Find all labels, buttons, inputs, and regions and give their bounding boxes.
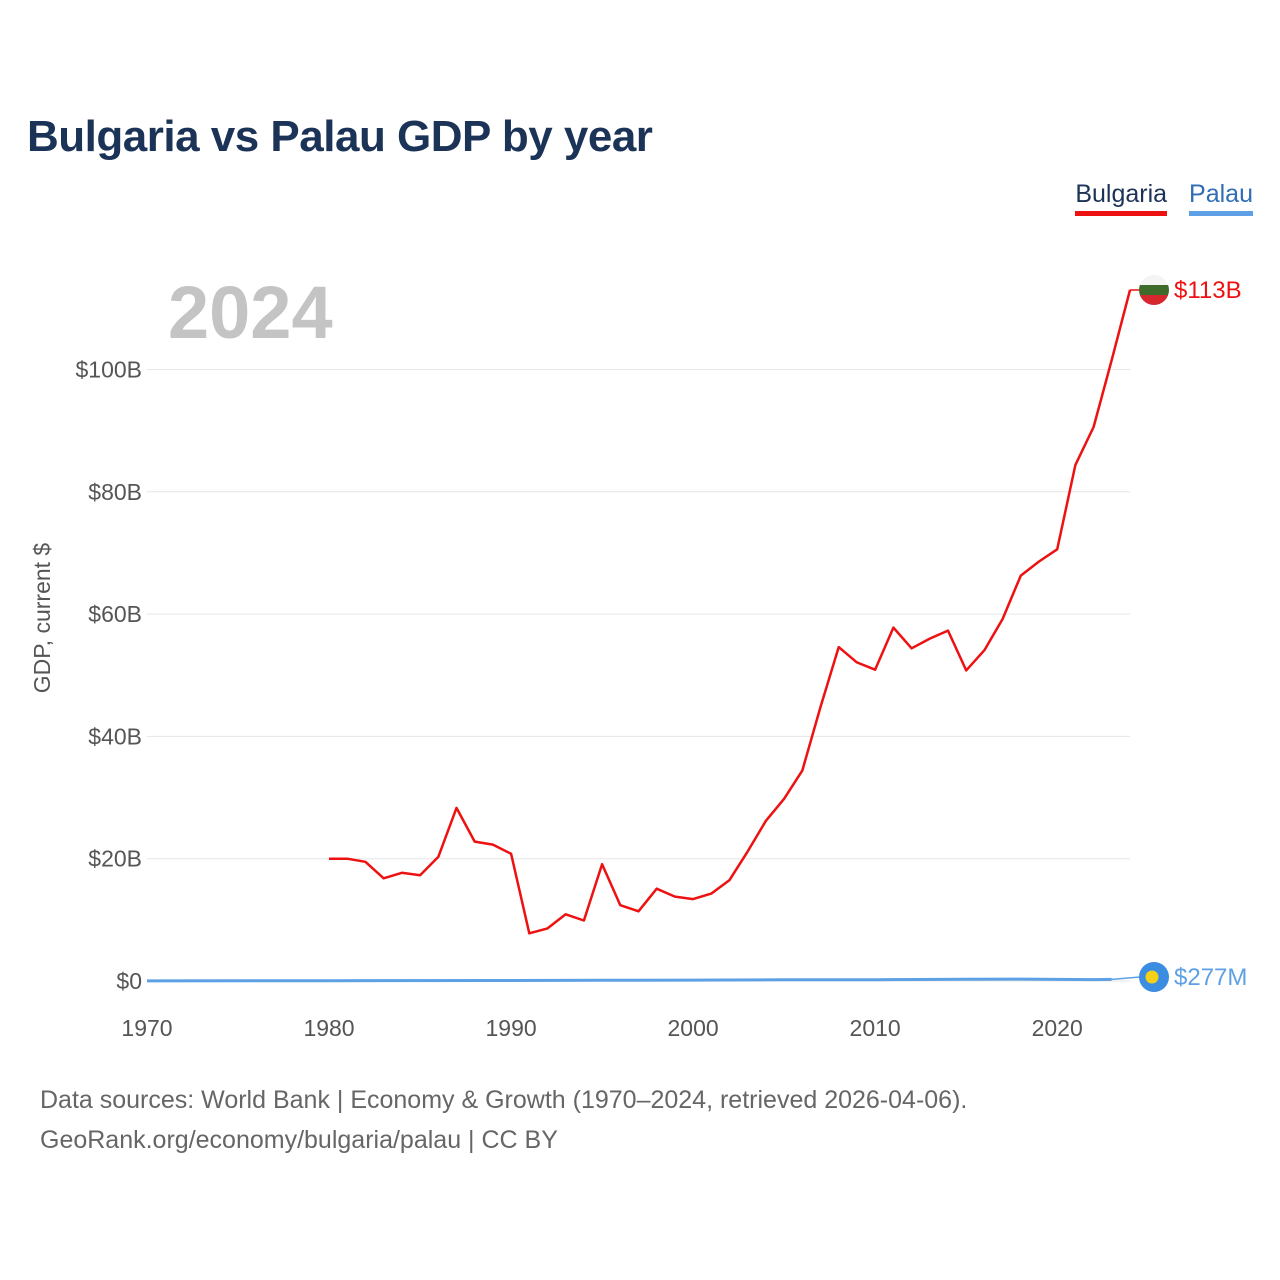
y-tick-label: $0 <box>116 968 142 994</box>
x-tick-label: 1980 <box>303 1015 354 1041</box>
x-tick-label: 1990 <box>485 1015 536 1041</box>
legend-item-bulgaria[interactable]: Bulgaria <box>1075 180 1168 216</box>
x-tick-label: 2010 <box>850 1015 901 1041</box>
legend-item-palau[interactable]: Palau <box>1189 180 1253 216</box>
series-lines <box>146 289 1132 983</box>
year-watermark: 2024 <box>168 271 333 354</box>
palau-end-label: $277M <box>1174 964 1247 991</box>
series-line-bulgaria <box>329 289 1132 935</box>
gridlines <box>147 368 1130 982</box>
x-tick-label: 2020 <box>1032 1015 1083 1041</box>
axis-ticks: $0 $20B $40B $60B $80B $100B 1970 1980 1990 2000 2… <box>75 356 1082 1041</box>
legend: Bulgaria Palau <box>1075 180 1253 216</box>
palau-flag-icon <box>1139 962 1169 992</box>
series-line-palau <box>146 977 1112 983</box>
attribution-line: GeoRank.org/economy/bulgaria/palau | CC … <box>40 1120 967 1160</box>
sources-line: Data sources: World Bank | Economy & Gro… <box>40 1086 968 1114</box>
y-tick-label: $60B <box>88 601 142 627</box>
palau-connector <box>1111 976 1141 981</box>
data-sources: Data sources: World Bank | Economy & Gro… <box>40 1080 967 1160</box>
chart-title: Bulgaria vs Palau GDP by year <box>27 112 653 161</box>
site-link[interactable]: GeoRank.org/economy/bulgaria/palau <box>40 1126 462 1154</box>
bulgaria-flag-icon <box>1139 275 1169 305</box>
y-tick-label: $100B <box>75 356 142 382</box>
y-tick-label: $20B <box>88 846 142 872</box>
line-chart: 2024 GDP, current $ $0 $20B $40B $60B $80B $1… <box>29 271 1247 1041</box>
x-tick-label: 2000 <box>668 1015 719 1041</box>
y-tick-label: $40B <box>88 723 142 749</box>
bulgaria-end-label: $113B <box>1174 277 1242 304</box>
x-tick-label: 1970 <box>121 1015 172 1041</box>
y-axis-label: GDP, current $ <box>29 543 55 694</box>
license-text: | CC BY <box>461 1126 558 1154</box>
y-tick-label: $80B <box>88 479 142 505</box>
end-markers: $113B $277M <box>1111 275 1247 992</box>
